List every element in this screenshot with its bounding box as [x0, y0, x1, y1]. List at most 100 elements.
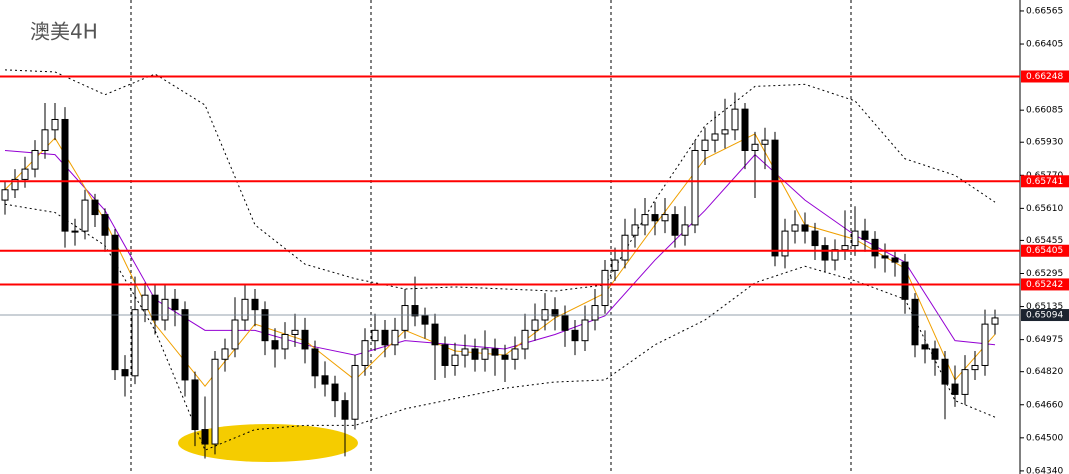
candle-body: [931, 348, 939, 360]
time-grid: [130, 0, 852, 474]
candle-body: [971, 364, 979, 371]
candle-body: [171, 298, 179, 311]
candle-body: [961, 369, 969, 395]
candle-body: [851, 230, 859, 247]
candle-body: [741, 108, 749, 151]
candle-body: [291, 329, 299, 335]
candle-body: [841, 245, 849, 251]
candle-body: [821, 245, 829, 261]
candle-body: [481, 348, 489, 360]
candle-body: [451, 354, 459, 366]
candle-body: [411, 305, 419, 317]
candle-body: [551, 309, 559, 317]
candle-body: [91, 199, 99, 216]
candle-body: [1, 189, 9, 201]
y-tick-label: 0.66405: [1026, 40, 1063, 50]
candle-body: [361, 340, 369, 366]
candle-body: [151, 294, 159, 321]
candle-body: [611, 259, 619, 271]
candle-body: [211, 358, 219, 445]
candle-body: [321, 375, 329, 385]
level-label-bg: [1021, 175, 1069, 188]
candle-body: [311, 348, 319, 377]
candle-body: [521, 329, 529, 350]
candle-body: [601, 269, 609, 307]
level-label: 0.65741: [1026, 177, 1063, 187]
candle-body: [751, 143, 759, 151]
candle-body: [861, 230, 869, 240]
candle-body: [701, 139, 709, 151]
candle-body: [391, 329, 399, 346]
y-tick-label: 0.65610: [1026, 204, 1063, 214]
candle-body: [331, 383, 339, 402]
y-tick-label: 0.66565: [1026, 6, 1063, 16]
candle-body: [461, 348, 469, 356]
candle-body: [731, 108, 739, 131]
indicator-line: [4, 69, 996, 292]
candle-body: [441, 344, 449, 366]
level-label-bg: [1021, 244, 1069, 257]
candle-body: [651, 214, 659, 222]
candle-body: [301, 329, 309, 350]
candle-body: [981, 323, 989, 366]
candle-body: [871, 238, 879, 257]
candle-body: [801, 224, 809, 232]
candle-body: [941, 358, 949, 385]
candle-body: [131, 309, 139, 377]
last-price-label-bg: [1021, 309, 1069, 322]
candle-body: [881, 255, 889, 259]
candle-body: [31, 149, 39, 170]
candle-body: [951, 383, 959, 395]
y-tick-label: 0.64660: [1026, 400, 1063, 410]
y-tick-label: 0.64820: [1026, 367, 1063, 377]
candle-body: [381, 329, 389, 346]
candle-body: [721, 129, 729, 135]
candle-body: [341, 400, 349, 420]
highlight-ellipse: [178, 424, 358, 462]
y-tick-label: 0.66085: [1026, 106, 1063, 116]
candle-body: [681, 224, 689, 236]
candle-body: [371, 329, 379, 342]
candle-body: [531, 319, 539, 331]
chart-title: 澳美4H: [30, 20, 98, 44]
y-tick-label: 0.65930: [1026, 138, 1063, 148]
candle-body: [571, 329, 579, 342]
y-tick-label: 0.65135: [1026, 302, 1063, 312]
candle-body: [501, 354, 509, 360]
candle-body: [811, 230, 819, 247]
level-label: 0.65242: [1026, 280, 1063, 290]
last-price-label: 0.65094: [1026, 311, 1063, 321]
candle-body: [81, 199, 89, 232]
candle-body: [51, 118, 59, 131]
candle-body: [41, 129, 49, 151]
candle-body: [511, 348, 519, 360]
candle-body: [771, 139, 779, 257]
candle-body: [191, 379, 199, 431]
candle-body: [201, 429, 209, 445]
candle-body: [231, 319, 239, 350]
candle-body: [581, 319, 589, 342]
candle-body: [631, 224, 639, 236]
candle-body: [71, 230, 79, 233]
candle-body: [251, 298, 259, 311]
candle-body: [891, 257, 899, 263]
candle-body: [281, 333, 289, 350]
candle-body: [181, 309, 189, 381]
candle-body: [791, 224, 799, 232]
candle-body: [901, 261, 909, 300]
indicator-line: [4, 203, 996, 451]
candle-body: [471, 348, 479, 360]
candle-body: [711, 133, 719, 141]
candle-body: [491, 348, 499, 356]
y-tick-label: 0.64500: [1026, 433, 1063, 443]
level-label: 0.66248: [1026, 72, 1063, 82]
candle-body: [431, 323, 439, 346]
y-tick-label: 0.65295: [1026, 269, 1063, 279]
candle-body: [661, 214, 669, 222]
candle-body: [61, 118, 69, 232]
y-tick-label: 0.65455: [1026, 236, 1063, 246]
candle-body: [921, 344, 929, 350]
candle-body: [641, 214, 649, 226]
candle-body: [21, 168, 29, 180]
